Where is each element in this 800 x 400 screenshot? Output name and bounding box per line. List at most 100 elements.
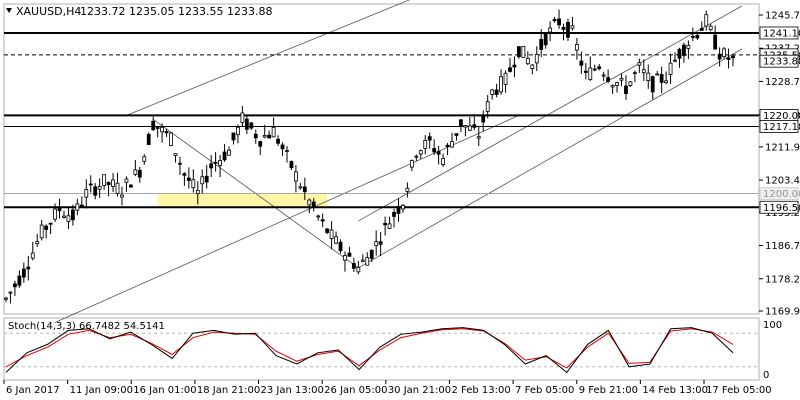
candle-body bbox=[459, 119, 463, 127]
price-tick-label: 1169.95 bbox=[765, 307, 800, 318]
candle-body bbox=[543, 33, 548, 46]
candle-body bbox=[574, 44, 579, 51]
candle-body bbox=[71, 209, 75, 221]
candle-body bbox=[467, 125, 472, 131]
candle-body bbox=[441, 158, 445, 165]
candle-body bbox=[414, 155, 419, 158]
candle-body bbox=[668, 62, 673, 75]
candle-body bbox=[236, 126, 240, 136]
candle-body bbox=[53, 208, 57, 220]
price-tick-label: 1228.70 bbox=[765, 77, 800, 88]
stoch-axis-top: 100 bbox=[763, 320, 782, 331]
stoch-label: Stoch(14,3,3) 66.7482 54.5141 bbox=[8, 321, 165, 332]
candle-body bbox=[606, 77, 611, 82]
candle-layer bbox=[4, 9, 735, 304]
candle-body bbox=[409, 160, 414, 168]
candle-body bbox=[160, 126, 165, 133]
candle-body bbox=[191, 179, 196, 189]
candle-body bbox=[628, 81, 633, 86]
candle-body bbox=[48, 222, 53, 225]
price-tick-label: 1245.70 bbox=[765, 11, 800, 22]
candle-body bbox=[472, 124, 477, 128]
candle-body bbox=[539, 38, 544, 50]
candle-body bbox=[494, 89, 499, 95]
candle-body bbox=[204, 175, 209, 183]
candle-body bbox=[44, 225, 49, 230]
candle-body bbox=[387, 223, 392, 229]
time-tick-label: 14 Feb 13:00 bbox=[642, 385, 708, 396]
candle-body bbox=[151, 120, 156, 131]
candle-body bbox=[731, 55, 735, 59]
candle-body bbox=[557, 18, 561, 26]
candle-body bbox=[499, 76, 503, 93]
candle-body bbox=[30, 252, 35, 259]
candle-body bbox=[294, 171, 298, 182]
time-tick-label: 6 Jan 2017 bbox=[6, 385, 60, 396]
candle-body bbox=[338, 241, 343, 252]
stoch-main-line bbox=[5, 327, 734, 374]
time-tick-label: 18 Jan 21:00 bbox=[197, 385, 260, 396]
candle-body bbox=[97, 186, 102, 190]
candle-body bbox=[289, 161, 294, 168]
candle-body bbox=[213, 161, 218, 164]
candle-body bbox=[418, 150, 423, 155]
yellow-zone-layer bbox=[157, 193, 328, 208]
candle-body bbox=[695, 34, 700, 39]
candle-body bbox=[285, 150, 289, 152]
time-tick-label: 7 Feb 05:00 bbox=[515, 385, 574, 396]
candle-body bbox=[316, 215, 321, 218]
candle-body bbox=[178, 162, 182, 165]
candle-body bbox=[704, 14, 709, 27]
candle-body bbox=[673, 59, 677, 62]
candle-body bbox=[271, 127, 276, 138]
candle-body bbox=[592, 68, 597, 71]
price-tag-box bbox=[759, 187, 799, 200]
candle-body bbox=[677, 48, 682, 59]
candle-body bbox=[570, 25, 575, 29]
time-tick-label: 23 Jan 13:00 bbox=[261, 385, 324, 396]
candle-body bbox=[347, 252, 352, 257]
candle-body bbox=[298, 186, 303, 189]
price-tag-label: 1217.18 bbox=[763, 122, 800, 133]
candle-body bbox=[378, 241, 383, 245]
candle-body bbox=[530, 64, 535, 69]
candle-body bbox=[360, 259, 365, 262]
price-tag-box bbox=[759, 26, 799, 40]
candle-body bbox=[173, 153, 178, 156]
candle-body bbox=[227, 149, 231, 156]
candle-body bbox=[253, 133, 258, 139]
candle-body bbox=[17, 275, 22, 286]
candle-body bbox=[106, 182, 111, 186]
candle-body bbox=[632, 72, 637, 75]
candle-body bbox=[508, 67, 512, 72]
time-tick-label: 17 Feb 05:00 bbox=[706, 385, 772, 396]
candle-body bbox=[155, 127, 160, 129]
candle-body bbox=[485, 101, 490, 112]
candle-body bbox=[717, 53, 722, 60]
candle-body bbox=[588, 67, 593, 80]
price-tag-label: 1200.00 bbox=[763, 189, 800, 200]
time-axis: 6 Jan 2017 11 Jan 09:00 16 Jan 01:00 18 Jan… bbox=[3, 380, 772, 396]
price-tick-label: 1178.20 bbox=[765, 274, 800, 285]
price-tick-label: 1203.45 bbox=[765, 176, 800, 187]
candle-body bbox=[432, 148, 437, 153]
price-tag-box bbox=[759, 120, 799, 133]
chart-ohlc: 1233.72 1235.05 1233.55 1233.88 bbox=[80, 5, 272, 18]
stoch-axis-bottom: 0 bbox=[763, 370, 769, 381]
candle-body bbox=[39, 224, 44, 239]
main-panel-frame bbox=[3, 3, 760, 315]
candle-body bbox=[396, 206, 401, 214]
candle-body bbox=[561, 26, 566, 30]
candle-body bbox=[231, 132, 236, 141]
candle-body bbox=[445, 144, 450, 147]
candle-body bbox=[637, 62, 642, 66]
candle-body bbox=[79, 204, 84, 207]
candle-body bbox=[481, 114, 486, 123]
candle-body bbox=[57, 207, 62, 212]
time-tick-label: 9 Feb 21:00 bbox=[579, 385, 638, 396]
candle-body bbox=[302, 186, 307, 193]
candle-body bbox=[548, 27, 553, 33]
level-line-layer bbox=[4, 31, 759, 209]
candle-body bbox=[325, 228, 330, 233]
candle-body bbox=[137, 169, 142, 178]
